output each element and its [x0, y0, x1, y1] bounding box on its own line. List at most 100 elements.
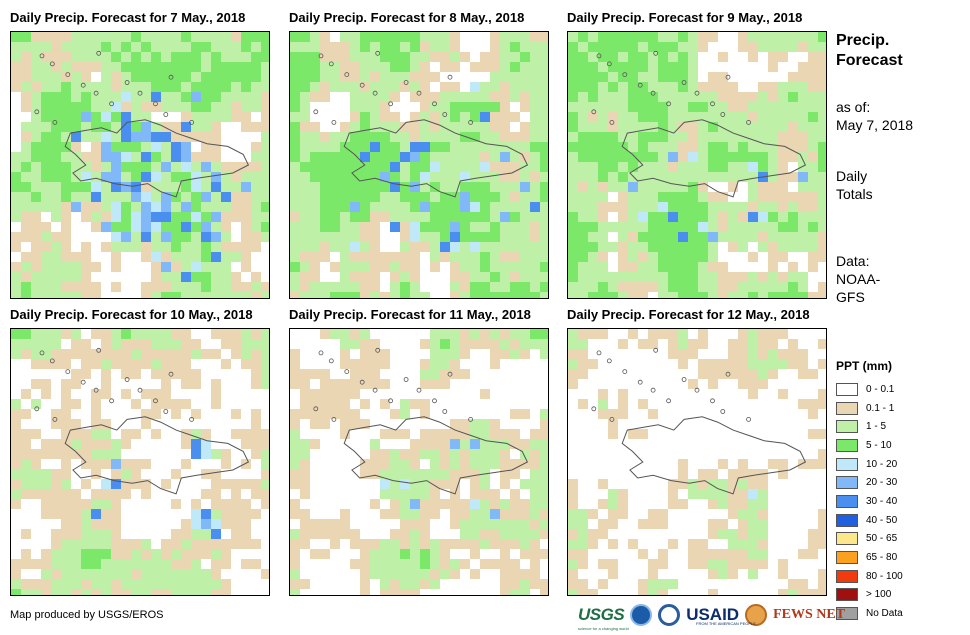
precip-cell [300, 242, 310, 252]
precip-cell [380, 112, 390, 122]
precip-cell [71, 112, 81, 122]
island-outline [432, 398, 437, 404]
precip-cell [738, 379, 748, 389]
precip-cell [420, 579, 430, 589]
precip-cell [678, 339, 688, 349]
precip-cell [540, 122, 548, 132]
precip-cell [390, 489, 400, 499]
precip-cell [350, 52, 360, 62]
precip-cell [61, 549, 71, 559]
precip-cell [231, 499, 241, 509]
precip-cell [778, 292, 788, 298]
precip-cell [211, 479, 221, 489]
precip-cell [221, 252, 231, 262]
precip-cell [588, 292, 598, 298]
legend-label: 5 - 10 [866, 439, 892, 451]
precip-cell [410, 509, 420, 519]
precip-cell [450, 359, 460, 369]
legend-label: 50 - 65 [866, 533, 898, 545]
precip-cell [360, 212, 370, 222]
precip-cell [668, 72, 678, 82]
precip-cell [540, 252, 548, 262]
precip-cell [21, 559, 31, 569]
island-outline [388, 101, 393, 107]
precip-cell [440, 349, 450, 359]
precip-cell [251, 242, 261, 252]
precip-cell [151, 549, 161, 559]
precip-cell [21, 262, 31, 272]
precip-cell [290, 62, 300, 72]
precip-cell [221, 72, 231, 82]
precip-cell [201, 519, 211, 529]
precip-cell [568, 192, 578, 202]
precip-cell [71, 252, 81, 262]
precip-cell [748, 232, 758, 242]
precip-cell [728, 82, 738, 92]
precip-cell [778, 182, 788, 192]
precip-cell [500, 449, 510, 459]
precip-cell [728, 222, 738, 232]
precip-cell [201, 52, 211, 62]
precip-cell [628, 102, 638, 112]
precip-cell [748, 152, 758, 162]
precip-cell [430, 232, 440, 242]
legend-label: 30 - 40 [866, 495, 898, 507]
precip-cell [490, 419, 500, 429]
precip-cell [231, 92, 241, 102]
precip-cell [638, 112, 648, 122]
precip-cell [121, 569, 131, 579]
precip-cell [778, 42, 788, 52]
precip-cell [211, 329, 221, 339]
precip-cell [111, 359, 121, 369]
precip-cell [678, 72, 688, 82]
precip-cell [131, 172, 141, 182]
precip-cell [768, 262, 778, 272]
precip-cell [430, 429, 440, 439]
precip-cell [628, 429, 638, 439]
precip-cell [708, 499, 718, 509]
precip-cell [748, 42, 758, 52]
precip-cell [480, 529, 490, 539]
precip-cell [420, 549, 430, 559]
precip-cell [618, 232, 628, 242]
precip-cell [310, 549, 320, 559]
precip-cell [500, 262, 510, 272]
precip-cell [530, 112, 540, 122]
precip-cell [51, 292, 61, 298]
precip-cell [658, 32, 668, 42]
precip-cell [818, 449, 826, 459]
precip-cell [768, 52, 778, 62]
precip-cell [340, 349, 350, 359]
precip-cell [11, 162, 21, 172]
precip-cell [788, 339, 798, 349]
precip-cell [598, 202, 608, 212]
precip-cell [340, 172, 350, 182]
precip-cell [330, 519, 340, 529]
precip-cell [261, 232, 269, 242]
precip-cell [41, 82, 51, 92]
precip-cell [300, 172, 310, 182]
precip-cell [768, 252, 778, 262]
precip-cell [540, 409, 548, 419]
precip-cell [21, 132, 31, 142]
precip-cell [141, 409, 151, 419]
precip-cell [21, 529, 31, 539]
precip-cell [251, 32, 261, 42]
precip-cell [231, 162, 241, 172]
precip-cell [530, 32, 540, 42]
precip-cell [360, 172, 370, 182]
precip-cell [648, 102, 658, 112]
precip-cell [540, 82, 548, 92]
precip-cell [808, 32, 818, 42]
precip-cell [300, 449, 310, 459]
precip-cell [490, 439, 500, 449]
precip-cell [141, 589, 151, 595]
precip-cell [520, 102, 530, 112]
precip-cell [330, 399, 340, 409]
precip-cell [738, 559, 748, 569]
precip-cell [231, 282, 241, 292]
precip-cell [141, 579, 151, 589]
precip-cell [578, 92, 588, 102]
precip-cell [798, 212, 808, 222]
precip-cell [171, 182, 181, 192]
